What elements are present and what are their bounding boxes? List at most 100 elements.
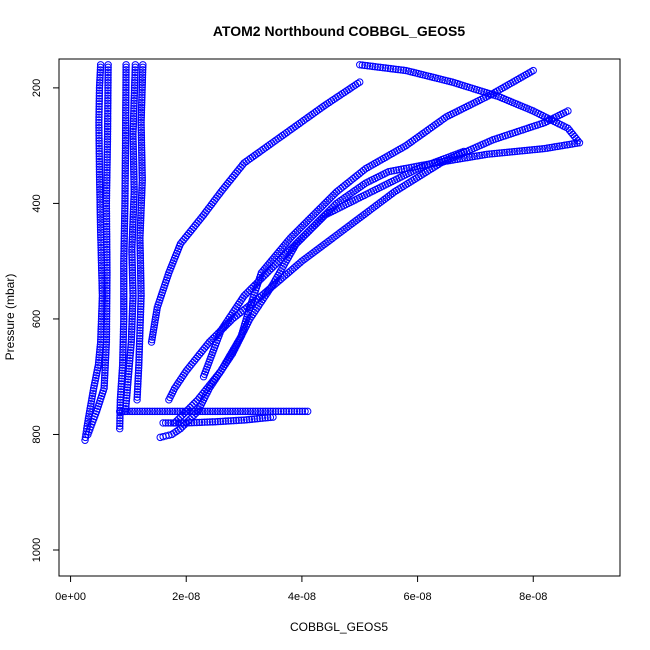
data-point bbox=[165, 431, 173, 439]
data-point bbox=[185, 229, 193, 238]
data-point bbox=[120, 262, 128, 270]
data-point bbox=[122, 399, 130, 408]
data-point bbox=[103, 271, 111, 279]
data-point bbox=[490, 149, 499, 158]
data-point bbox=[93, 366, 101, 374]
data-point bbox=[136, 332, 144, 340]
data-point bbox=[570, 132, 579, 141]
data-point bbox=[324, 197, 332, 205]
data-point bbox=[130, 185, 138, 194]
data-point bbox=[122, 111, 130, 120]
data-point bbox=[187, 419, 196, 427]
data-point bbox=[207, 200, 216, 209]
data-point bbox=[103, 251, 111, 259]
data-point bbox=[120, 312, 128, 321]
data-point bbox=[136, 313, 145, 321]
data-point bbox=[129, 147, 138, 156]
data-point bbox=[251, 407, 260, 416]
data-point bbox=[197, 348, 205, 357]
data-point bbox=[104, 91, 112, 100]
data-point bbox=[122, 73, 130, 82]
data-point bbox=[120, 285, 128, 293]
data-point bbox=[138, 148, 146, 157]
data-point bbox=[510, 147, 519, 156]
data-point bbox=[327, 193, 335, 201]
data-point bbox=[126, 346, 135, 354]
data-point bbox=[96, 79, 104, 87]
data-point bbox=[128, 256, 136, 264]
data-point bbox=[256, 407, 265, 416]
data-point bbox=[96, 61, 105, 69]
data-point bbox=[520, 146, 529, 155]
data-point bbox=[250, 415, 259, 423]
data-point bbox=[103, 148, 111, 156]
data-point bbox=[254, 407, 262, 416]
data-point bbox=[134, 364, 143, 372]
data-point bbox=[95, 100, 103, 108]
data-point bbox=[137, 138, 146, 147]
data-point bbox=[216, 417, 225, 426]
data-point bbox=[193, 219, 201, 227]
data-point bbox=[120, 287, 128, 296]
data-point bbox=[104, 86, 112, 95]
data-point bbox=[551, 143, 559, 151]
data-point bbox=[563, 141, 571, 149]
data-point bbox=[245, 286, 254, 295]
data-point bbox=[89, 389, 97, 398]
data-point bbox=[568, 140, 576, 148]
data-point bbox=[102, 230, 111, 238]
data-point bbox=[120, 275, 128, 283]
data-point bbox=[264, 413, 272, 422]
data-point bbox=[295, 225, 303, 233]
data-point bbox=[103, 258, 111, 267]
data-point bbox=[121, 187, 129, 195]
data-point bbox=[129, 294, 137, 303]
data-series bbox=[121, 61, 140, 416]
data-point bbox=[137, 136, 146, 144]
data-point bbox=[119, 343, 127, 351]
data-point bbox=[128, 315, 136, 323]
data-point bbox=[121, 119, 130, 127]
data-point bbox=[199, 346, 207, 355]
data-point bbox=[355, 170, 364, 178]
data-point bbox=[136, 249, 144, 257]
data-point bbox=[95, 81, 104, 90]
data-point bbox=[253, 415, 261, 423]
data-point bbox=[128, 251, 136, 259]
data-point bbox=[136, 305, 145, 313]
data-point bbox=[138, 174, 146, 182]
data-point bbox=[102, 217, 111, 226]
data-point bbox=[138, 83, 146, 92]
data-point bbox=[129, 120, 138, 128]
data-point bbox=[137, 302, 145, 311]
data-point bbox=[128, 263, 137, 272]
data-point bbox=[307, 213, 316, 221]
data-point bbox=[130, 107, 138, 115]
data-point bbox=[136, 321, 144, 329]
data-point bbox=[293, 407, 301, 416]
data-point bbox=[258, 414, 267, 422]
data-point bbox=[183, 231, 191, 240]
data-point bbox=[274, 407, 283, 416]
data-point bbox=[485, 150, 494, 158]
data-point bbox=[269, 413, 277, 421]
data-point bbox=[130, 190, 138, 199]
data-point bbox=[345, 178, 353, 186]
data-point bbox=[198, 213, 206, 221]
data-point bbox=[163, 407, 172, 416]
data-point bbox=[195, 418, 204, 427]
data-point bbox=[102, 192, 111, 200]
data-point bbox=[88, 394, 96, 403]
data-point bbox=[290, 230, 298, 239]
data-point bbox=[397, 66, 405, 74]
data-point bbox=[103, 150, 111, 159]
data-point bbox=[164, 419, 172, 427]
data-point bbox=[129, 213, 137, 221]
data-point bbox=[129, 158, 138, 166]
x-axis: 0e+00 2e-08 4e-08 6e-08 8e-08 bbox=[55, 575, 547, 603]
data-point bbox=[95, 121, 103, 129]
data-point bbox=[276, 255, 285, 264]
data-point bbox=[129, 281, 137, 290]
data-point bbox=[137, 214, 145, 222]
